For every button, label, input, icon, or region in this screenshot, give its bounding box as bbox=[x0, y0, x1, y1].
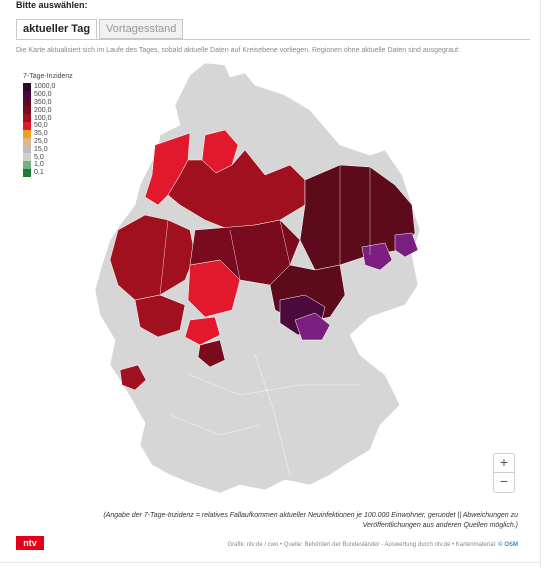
legend-label: 50,0 bbox=[34, 122, 48, 130]
legend-swatch bbox=[23, 106, 31, 115]
legend-item: 100,0 bbox=[23, 114, 73, 122]
legend-item: 0,1 bbox=[23, 168, 73, 177]
district-borders bbox=[159, 165, 371, 476]
tab-aktueller-tag[interactable]: aktueller Tag bbox=[16, 19, 98, 39]
tab-divider bbox=[16, 39, 530, 40]
region-west-dark-red bbox=[109, 214, 196, 301]
zoom-in-button[interactable]: + bbox=[493, 453, 515, 473]
incidence-note: (Angabe der 7-Tage-Inzidenz = relatives … bbox=[103, 512, 518, 529]
legend-label: 200,0 bbox=[34, 106, 52, 114]
region-saxony-purple bbox=[361, 242, 393, 271]
legend-label: 25,0 bbox=[34, 137, 48, 145]
legend-item: 350,0 bbox=[23, 98, 73, 107]
legend-item: 35,0 bbox=[23, 129, 73, 138]
legend-item: 50,0 bbox=[23, 121, 73, 130]
legend-item: 1000,0 bbox=[23, 83, 73, 91]
frame-bottom-border bbox=[0, 562, 541, 563]
legend-label: 100,0 bbox=[34, 114, 52, 122]
legend-swatch bbox=[23, 83, 31, 91]
zoom-out-button[interactable]: − bbox=[493, 473, 515, 493]
legend-swatch bbox=[23, 98, 31, 107]
legend-item: 25,0 bbox=[23, 137, 73, 146]
region-saarland-dark-red bbox=[119, 364, 147, 391]
tab-bar: aktueller Tag Vortagesstand bbox=[16, 19, 184, 39]
osm-link[interactable]: © OSM bbox=[498, 542, 518, 548]
legend-item: 15,0 bbox=[23, 145, 73, 154]
legend-swatch bbox=[23, 129, 31, 138]
credits-text: Grafik: ntv.de / cwo • Quelle: Behörden … bbox=[227, 542, 497, 548]
region-pfalz-dark-red bbox=[197, 339, 226, 368]
legend-swatch bbox=[23, 121, 31, 130]
info-text: Die Karte aktualisiert sich im Laufe des… bbox=[16, 47, 460, 54]
legend-swatch bbox=[23, 153, 31, 161]
legend-item: 5,0 bbox=[23, 153, 73, 161]
region-hesse-light-red bbox=[184, 316, 221, 346]
legend-swatch bbox=[23, 114, 31, 122]
source-credits: Grafik: ntv.de / cwo • Quelle: Behörden … bbox=[170, 542, 518, 548]
legend-swatch bbox=[23, 90, 31, 99]
legend-title: 7-Tage-Inzidenz bbox=[23, 73, 73, 80]
legend-item: 200,0 bbox=[23, 106, 73, 115]
legend-item: 500,0 bbox=[23, 90, 73, 99]
germany-incidence-map[interactable] bbox=[40, 55, 440, 510]
legend-swatch bbox=[23, 145, 31, 154]
legend-label: 350,0 bbox=[34, 98, 52, 106]
incidence-legend: 7-Tage-Inzidenz 1000,0 500,0 350,0 200,0 100… bbox=[23, 73, 73, 177]
legend-item: 1,0 bbox=[23, 160, 73, 169]
legend-label: 35,0 bbox=[34, 130, 48, 138]
legend-label: 1000,0 bbox=[34, 83, 56, 91]
tab-vortagesstand[interactable]: Vortagesstand bbox=[99, 19, 184, 39]
legend-swatch bbox=[23, 160, 31, 169]
legend-rows: 1000,0 500,0 350,0 200,0 100,0 50,0 35,0 25,0 15… bbox=[23, 83, 73, 177]
legend-label: 15,0 bbox=[34, 145, 48, 153]
legend-label: 5,0 bbox=[34, 153, 44, 161]
legend-label: 0,1 bbox=[34, 169, 44, 177]
region-vogtland-purple bbox=[294, 312, 331, 341]
region-goerlitz-purple bbox=[394, 232, 419, 258]
legend-swatch bbox=[23, 137, 31, 146]
selection-prompt: Bitte auswählen: bbox=[16, 0, 88, 10]
frame-border bbox=[540, 0, 541, 568]
legend-label: 500,0 bbox=[34, 91, 52, 99]
ntv-logo: ntv bbox=[16, 536, 44, 550]
legend-label: 1,0 bbox=[34, 161, 44, 169]
legend-swatch bbox=[23, 168, 31, 177]
